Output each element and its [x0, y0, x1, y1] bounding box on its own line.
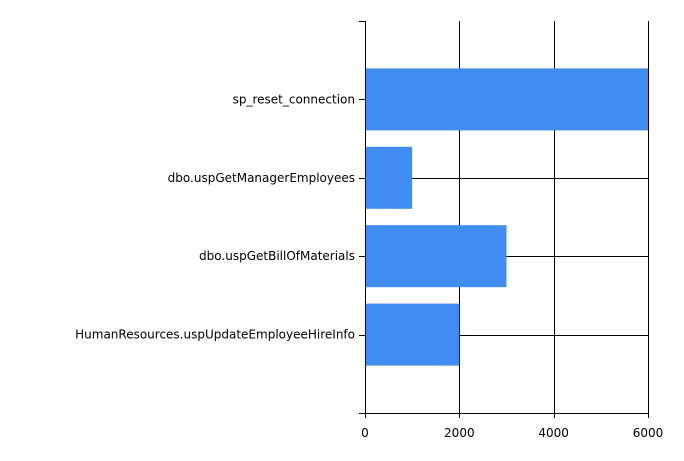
bar-0 [365, 68, 648, 131]
x-tick-label-4000: 4000 [538, 426, 569, 440]
y-tick-label-0: sp_reset_connection [233, 92, 355, 106]
bar-3 [365, 303, 460, 366]
y-tick-label-2: dbo.uspGetBillOfMaterials [199, 249, 355, 263]
bar-1 [365, 146, 413, 209]
tick-labels: sp_reset_connection dbo.uspGetManagerEmpl… [75, 92, 663, 440]
x-tick-label-2000: 2000 [444, 426, 475, 440]
x-tick-label-6000: 6000 [633, 426, 664, 440]
axes [359, 21, 648, 418]
y-tick-label-3: HumanResources.uspUpdateEmployeeHireInfo [75, 328, 355, 342]
bars [365, 68, 648, 366]
x-tick-label-0: 0 [361, 426, 369, 440]
bar-2 [365, 225, 507, 288]
y-tick-label-1: dbo.uspGetManagerEmployees [168, 171, 355, 185]
